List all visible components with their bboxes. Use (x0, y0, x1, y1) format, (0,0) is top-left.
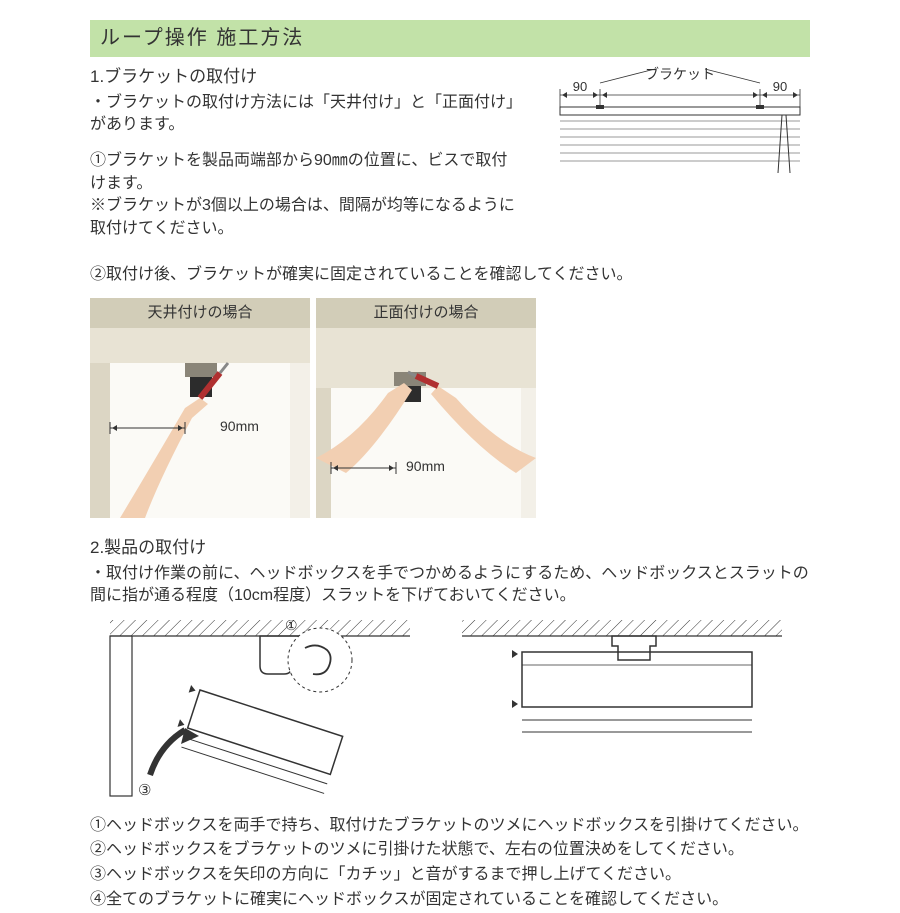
svg-text:①: ① (285, 620, 298, 633)
photo-ceiling-dim: 90mm (220, 416, 259, 436)
step-item: ④全てのブラケットに確実にヘッドボックスが固定されていることを確認してください。 (90, 888, 810, 913)
step-item: ②ヘッドボックスをブラケットのツメに引掛けた状態で、左右の位置決めをしてください… (90, 838, 810, 863)
svg-text:90: 90 (573, 79, 587, 94)
section2-steps: ①ヘッドボックスを両手で持ち、取付けたブラケットのツメにヘッドボックスを引掛けて… (90, 814, 810, 913)
svg-text:90: 90 (773, 79, 787, 94)
section1-bullet: ・ブラケットの取付け方法には「天井付け」と「正面付け」があります。 (90, 92, 520, 137)
svg-text:③: ③ (138, 782, 151, 799)
section1-heading: 1.ブラケットの取付け (90, 65, 520, 90)
section2-heading: 2.製品の取付け (90, 536, 810, 561)
bracket-diagram: ブラケット 90 90 (550, 65, 810, 175)
step-item: ③ヘッドボックスを矢印の方向に「カチッ」と音がするまで押し上げてください。 (90, 863, 810, 888)
headbox-diagram-1: ① ③ (90, 620, 440, 800)
section1-step1: ①ブラケットを製品両端部から90㎜の位置に、ビスで取付けます。 ※ブラケットが3… (90, 150, 520, 240)
photo-row: 天井付けの場合 90mm (90, 298, 810, 518)
svg-text:ブラケット: ブラケット (645, 66, 715, 82)
photo-ceiling-label: 天井付けの場合 (90, 298, 310, 328)
section1-step2: ②取付け後、ブラケットが確実に固定されていることを確認してください。 (90, 264, 810, 286)
photo-front-label: 正面付けの場合 (316, 298, 536, 328)
photo-ceiling: 天井付けの場合 90mm (90, 298, 310, 518)
photo-front: 正面付けの場合 90mm (316, 298, 536, 518)
headbox-diagrams: ① ③ (90, 620, 810, 800)
section2-bullet: ・取付け作業の前に、ヘッドボックスを手でつかめるようにするため、ヘッドボックスと… (90, 563, 810, 608)
headbox-diagram-2 (452, 620, 802, 800)
page-title: ループ操作 施工方法 (90, 20, 810, 57)
photo-front-dim: 90mm (406, 456, 445, 476)
step-item: ①ヘッドボックスを両手で持ち、取付けたブラケットのツメにヘッドボックスを引掛けて… (90, 814, 810, 839)
